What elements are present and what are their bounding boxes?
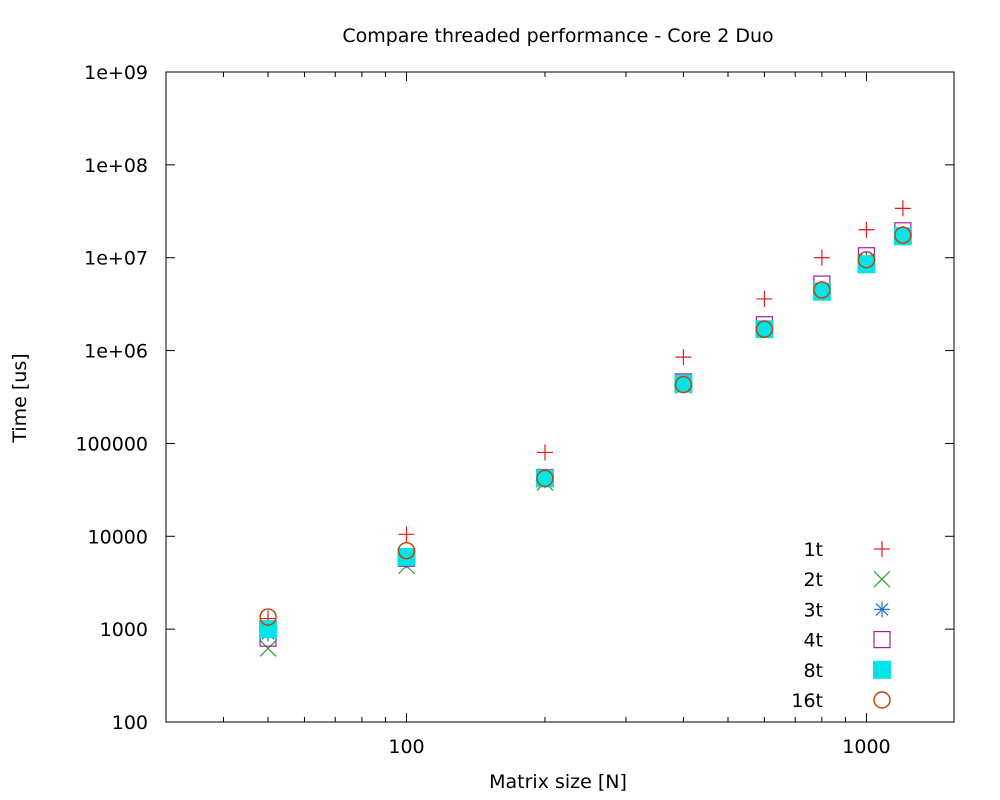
legend: 1t 2t 3t 4t 8t 16t xyxy=(791,539,891,712)
legend-label: 2t xyxy=(803,569,823,591)
y-tick-label: 1e+09 xyxy=(84,62,148,84)
data-point xyxy=(857,251,876,269)
legend-label: 8t xyxy=(803,660,823,682)
legend-label: 4t xyxy=(803,630,823,652)
series-1t xyxy=(260,200,911,627)
data-point xyxy=(858,221,875,238)
data-point xyxy=(813,249,830,266)
legend-label: 3t xyxy=(803,599,823,621)
data-point xyxy=(259,608,277,626)
legend-marker xyxy=(873,660,891,679)
legend-marker xyxy=(873,630,891,649)
y-tick-label: 1e+07 xyxy=(84,248,148,270)
data-point xyxy=(674,375,693,394)
data-point xyxy=(894,200,911,217)
data-point xyxy=(813,281,831,299)
data-point xyxy=(756,290,773,307)
legend-marker xyxy=(874,601,890,618)
data-point xyxy=(259,639,277,657)
data-point xyxy=(857,255,876,274)
legend-marker xyxy=(873,691,891,709)
axes: 100 1000 10000 100000 1e+06 1e+07 1e+08 1e+09 10… xyxy=(75,62,955,758)
data-point xyxy=(397,547,416,566)
data-point xyxy=(535,469,554,488)
data-points xyxy=(259,200,912,657)
data-point xyxy=(398,526,415,543)
data-point xyxy=(397,541,416,560)
y-tick-label: 10000 xyxy=(88,526,148,548)
x-tick-label: 100 xyxy=(388,736,424,758)
y-tick-label: 1e+06 xyxy=(84,341,148,363)
data-point xyxy=(674,374,693,393)
x-tick-label: 1000 xyxy=(842,736,890,758)
legend-label: 1t xyxy=(803,539,823,561)
data-point xyxy=(536,469,554,488)
data-point xyxy=(536,444,553,461)
data-point xyxy=(894,226,912,244)
legend-label: 16t xyxy=(791,690,823,712)
chart-title: Compare threaded performance - Core 2 Du… xyxy=(342,25,773,47)
y-tick-label: 100000 xyxy=(75,433,148,455)
plot-frame xyxy=(165,71,955,723)
y-axis-label: Time [us] xyxy=(9,353,31,443)
y-tick-label: 100 xyxy=(112,712,148,734)
series-16t xyxy=(259,226,912,626)
data-point xyxy=(259,620,278,639)
data-point xyxy=(755,320,774,339)
data-point xyxy=(755,320,774,338)
data-point xyxy=(893,227,912,246)
data-point xyxy=(675,349,692,366)
y-tick-label: 1e+08 xyxy=(84,155,148,177)
y-tick-label: 1000 xyxy=(100,619,148,641)
x-axis-label: Matrix size [N] xyxy=(489,771,627,793)
legend-marker xyxy=(874,541,890,557)
legend-marker xyxy=(873,570,891,588)
